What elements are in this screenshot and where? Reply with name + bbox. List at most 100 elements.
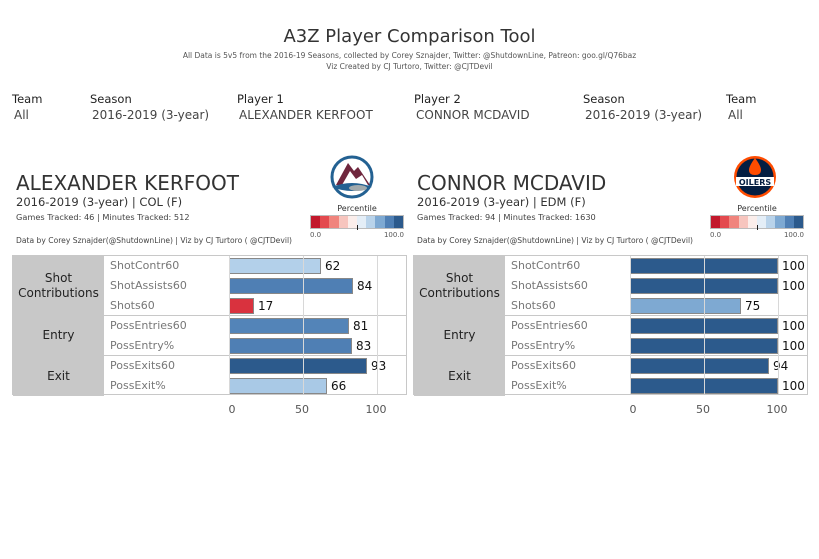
credit-line: Data by Corey Sznajder(@ShutdownLine) | … <box>16 236 293 245</box>
metric-label: Shots60 <box>110 299 155 312</box>
metric-label: ShotAssists60 <box>511 279 588 292</box>
group-divider <box>13 355 406 356</box>
percentile-value: 66 <box>331 379 347 393</box>
legend-min: 0.0 <box>710 231 722 239</box>
data-source-note: All Data is 5v5 from the 2016-19 Seasons… <box>182 51 637 60</box>
legend-title: Percentile <box>337 204 377 213</box>
category-label: Exit <box>13 356 104 396</box>
games-tracked: Games Tracked: 94 | Minutes Tracked: 163… <box>417 212 596 222</box>
viz-credit-note: Viz Created by CJ Turtoro, Twitter: @CJT… <box>326 62 493 71</box>
legend-swatch <box>393 216 404 228</box>
legend-color-scale <box>310 215 404 230</box>
player-name: ALEXANDER KERFOOT <box>16 171 239 195</box>
filter-player-2[interactable]: Player 2 CONNOR MCDAVID <box>414 92 530 122</box>
filter-value[interactable]: CONNOR MCDAVID <box>416 108 530 122</box>
metric-label: PossEntries60 <box>110 319 187 332</box>
player-panel-1: ALEXANDER KERFOOT 2016-2019 (3-year) | C… <box>12 155 407 416</box>
percentile-value: 94 <box>773 359 789 373</box>
legend-marker <box>757 225 758 230</box>
percentile-bar[interactable] <box>229 258 321 274</box>
metric-label: PossExit% <box>511 379 567 392</box>
category-label: Exit <box>414 356 505 396</box>
metric-row: PossExits60 93 <box>104 356 406 376</box>
metrics-grid: Shot Contributions ShotContr60 100 ShotAssi… <box>413 255 808 396</box>
legend-swatch <box>757 216 767 228</box>
filter-value[interactable]: 2016-2019 (3-year) <box>92 108 210 122</box>
metric-label: PossEntry% <box>110 339 175 352</box>
percentile-value: 100 <box>782 379 805 393</box>
metric-row: ShotContr60 100 <box>505 256 807 276</box>
legend-marker <box>357 225 358 230</box>
legend-swatch <box>784 216 794 228</box>
metrics-grid: Shot Contributions ShotContr60 62 ShotAssis… <box>12 255 407 396</box>
axis-tick: 100 <box>766 403 788 416</box>
group-divider <box>13 315 406 316</box>
percentile-bar[interactable] <box>630 358 769 374</box>
percentile-value: 100 <box>782 279 805 293</box>
player-panel-2: CONNOR MCDAVID 2016-2019 (3-year) | EDM … <box>413 156 808 416</box>
filter-season-1[interactable]: Season 2016-2019 (3-year) <box>90 92 209 122</box>
metric-label: ShotContr60 <box>511 259 581 272</box>
percentile-bar[interactable] <box>229 358 367 374</box>
legend-swatch <box>375 216 385 228</box>
oilers-logo-icon: OILERS <box>734 156 776 198</box>
filter-value[interactable]: 2016-2019 (3-year) <box>585 108 703 122</box>
filter-team-2[interactable]: Team All <box>726 92 756 122</box>
legend-swatch <box>775 216 785 228</box>
metric-row: Shots60 17 <box>104 296 406 316</box>
filter-value[interactable]: All <box>14 108 29 122</box>
metric-label: ShotContr60 <box>110 259 180 272</box>
metric-label: PossExits60 <box>511 359 576 372</box>
category-label: Shot Contributions <box>13 256 104 315</box>
legend-color-scale <box>710 215 804 230</box>
percentile-legend: Percentile 0.0 100.0 <box>310 204 404 239</box>
svg-text:OILERS: OILERS <box>739 178 772 187</box>
percentile-bar[interactable] <box>229 318 349 334</box>
filter-value[interactable]: All <box>728 108 743 122</box>
percentile-value: 17 <box>258 299 274 313</box>
credit-line: Data by Corey Sznajder(@ShutdownLine) | … <box>417 236 694 245</box>
filter-label: Player 2 <box>414 92 461 106</box>
percentile-bar[interactable] <box>229 378 327 394</box>
gridline <box>229 256 230 394</box>
metric-row: PossExits60 94 <box>505 356 807 376</box>
legend-max: 100.0 <box>383 231 404 239</box>
player-info: 2016-2019 (3-year) | EDM (F) <box>417 195 586 209</box>
percentile-bar[interactable] <box>630 298 741 314</box>
filter-season-2[interactable]: Season 2016-2019 (3-year) <box>583 92 702 122</box>
legend-swatch <box>311 216 321 228</box>
category-label: Entry <box>13 316 104 355</box>
percentile-value: 100 <box>782 259 805 273</box>
filter-label: Player 1 <box>237 92 284 106</box>
legend-max: 100.0 <box>783 231 804 239</box>
legend-swatch <box>320 216 330 228</box>
metric-row: ShotContr60 62 <box>104 256 406 276</box>
percentile-bar[interactable] <box>229 338 352 354</box>
group-divider <box>414 315 807 316</box>
legend-swatch <box>357 216 367 228</box>
percentile-value: 83 <box>356 339 372 353</box>
percentile-value: 100 <box>782 339 805 353</box>
legend-title: Percentile <box>737 204 777 213</box>
percentile-bar[interactable] <box>229 278 353 294</box>
percentile-value: 62 <box>325 259 341 273</box>
legend-swatch <box>793 216 804 228</box>
x-axis: 0 50 100 <box>629 403 789 417</box>
legend-min: 0.0 <box>310 231 322 239</box>
avalanche-logo-icon <box>330 155 374 199</box>
filter-player-1[interactable]: Player 1 ALEXANDER KERFOOT <box>237 92 373 122</box>
legend-swatch <box>329 216 339 228</box>
percentile-value: 84 <box>357 279 373 293</box>
legend-swatch <box>366 216 376 228</box>
legend-swatch <box>738 216 748 228</box>
percentile-value: 93 <box>371 359 387 373</box>
percentile-value: 100 <box>782 319 805 333</box>
axis-tick: 50 <box>696 403 710 416</box>
filter-team-1[interactable]: Team All <box>12 92 42 122</box>
percentile-bar[interactable] <box>229 298 254 314</box>
gridline <box>778 256 779 394</box>
filter-value[interactable]: ALEXANDER KERFOOT <box>239 108 373 122</box>
metric-row: PossEntry% 83 <box>104 336 406 356</box>
gridline <box>303 256 304 394</box>
percentile-legend: Percentile 0.0 100.0 <box>710 204 804 239</box>
